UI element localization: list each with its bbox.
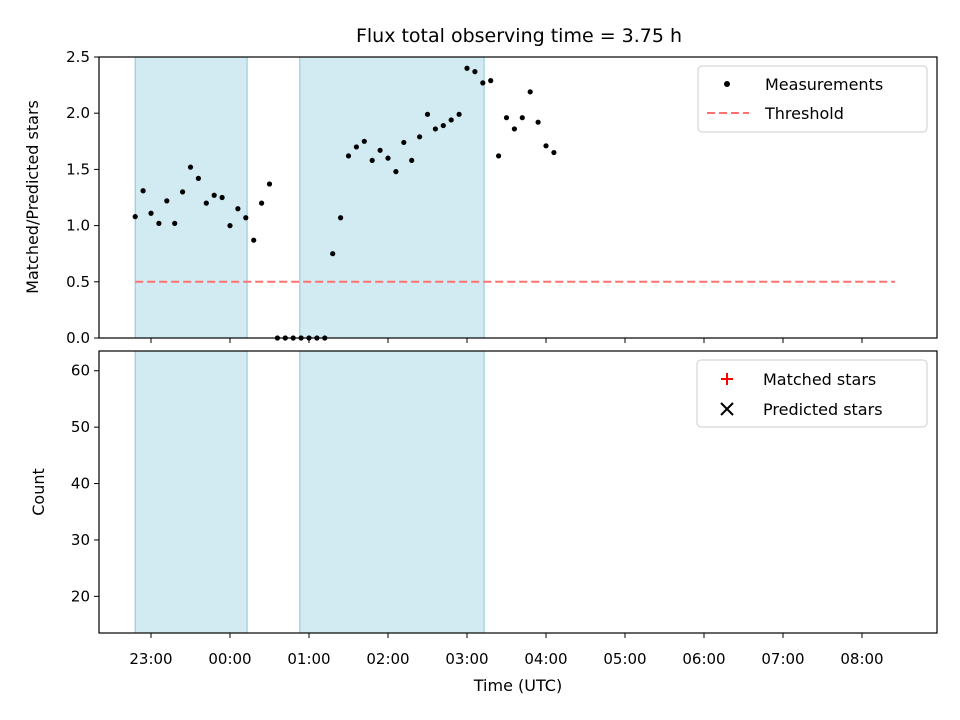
measurement-point [448, 117, 454, 123]
x-tick-label: 08:00 [840, 650, 883, 668]
top-points [132, 65, 557, 341]
measurement-point [251, 237, 257, 243]
measurement-point [172, 220, 178, 226]
measurement-point [496, 153, 502, 159]
measurement-point [472, 69, 478, 75]
bottom-shaded-regions [134, 350, 485, 634]
x-axis-label: Time (UTC) [473, 676, 562, 695]
x-tick-label: 23:00 [129, 650, 172, 668]
measurement-point [140, 188, 146, 194]
y-tick-label: 0.5 [66, 273, 90, 291]
y-tick-label: 2.0 [66, 104, 90, 122]
y-tick-label: 1.0 [66, 217, 90, 235]
measurement-point [401, 139, 407, 146]
measurement-point [551, 149, 557, 156]
measurement-point [424, 111, 431, 117]
measurement-point [227, 223, 233, 229]
measurement-point [417, 134, 423, 140]
legend-measurements-marker [724, 81, 730, 87]
shaded-interval-1 [134, 56, 248, 339]
measurement-point [164, 198, 170, 204]
legend-measurements-label: Measurements [765, 75, 883, 94]
y-tick-label: 2.5 [66, 48, 90, 66]
y-tick-label: 1.5 [66, 160, 90, 178]
measurement-point [440, 122, 446, 129]
measurement-point [180, 189, 186, 195]
legend-predicted-label: Predicted stars [763, 400, 883, 419]
legend-matched-marker [721, 373, 733, 385]
measurement-point [377, 147, 383, 153]
measurement-point [353, 144, 359, 150]
bottom-plot-frame [98, 350, 938, 634]
measurement-point [480, 80, 486, 86]
measurement-point [511, 126, 517, 132]
top-shaded-regions [134, 56, 485, 339]
measurement-point [330, 251, 336, 257]
x-tick-label: 00:00 [208, 650, 251, 668]
top-x-ticks [150, 338, 863, 343]
measurement-point [464, 65, 470, 71]
x-tick-label: 06:00 [682, 650, 725, 668]
measurement-point [369, 157, 375, 164]
measurement-point [243, 215, 249, 221]
top-legend: Measurements Threshold [697, 65, 928, 133]
measurement-point [211, 192, 217, 198]
x-tick-label: 04:00 [524, 650, 567, 668]
measurement-point [203, 200, 209, 206]
measurement-point [345, 153, 352, 159]
measurement-point [148, 210, 154, 216]
measurement-point [409, 157, 415, 164]
measurement-point [259, 200, 265, 206]
bottom-x-ticks: 23:00 00:00 01:00 02:00 03:00 04:00 05:00 06:00… [129, 633, 884, 668]
measurement-point [432, 126, 438, 132]
y-tick-label: 50 [71, 418, 90, 436]
x-tick-label: 03:00 [445, 650, 488, 668]
bottom-legend-box [696, 359, 928, 428]
bottom-legend: Matched stars Predicted stars [696, 359, 928, 428]
shaded-interval-2 [299, 56, 485, 339]
legend-threshold-label: Threshold [764, 104, 844, 123]
measurement-point [535, 119, 541, 125]
legend-predicted-marker [720, 402, 734, 416]
bottom-panel: 20 30 40 50 60 23:00 00:00 01:00 02:00 03:00 04:0… [29, 350, 938, 695]
x-tick-label: 01:00 [287, 650, 330, 668]
y-tick-label: 40 [71, 475, 90, 493]
bottom-y-ticks: 20 30 40 50 60 [71, 362, 99, 605]
shaded-interval-1 [134, 350, 248, 634]
x-tick-label: 02:00 [366, 650, 409, 668]
y-tick-label: 60 [71, 362, 90, 380]
measurement-point [195, 175, 201, 181]
y-tick-label: 30 [71, 531, 90, 549]
measurement-point [132, 214, 138, 220]
measurement-point [488, 78, 494, 84]
legend-matched-label: Matched stars [763, 370, 876, 389]
top-y-axis-label: Matched/Predicted stars [23, 100, 42, 294]
x-tick-label: 07:00 [761, 650, 804, 668]
y-tick-label: 20 [71, 587, 90, 605]
shaded-interval-2 [299, 350, 485, 634]
measurement-point [385, 155, 391, 161]
x-tick-label: 05:00 [603, 650, 646, 668]
measurement-point [456, 111, 462, 117]
measurement-point [219, 194, 225, 201]
top-legend-box [697, 65, 928, 133]
measurement-point [156, 220, 162, 226]
measurement-point [235, 206, 241, 212]
measurement-point [503, 115, 510, 121]
measurement-point [543, 143, 549, 149]
measurement-point [361, 138, 367, 144]
measurement-point [519, 115, 525, 121]
y-tick-label: 0.0 [66, 329, 90, 347]
top-y-ticks: 0.0 0.5 1.0 1.5 2.0 2.5 [66, 48, 99, 347]
measurement-point [527, 89, 533, 95]
bottom-y-axis-label: Count [29, 468, 48, 516]
top-plot-frame [98, 56, 938, 339]
measurement-point [338, 215, 344, 221]
top-panel: 0.0 0.5 1.0 1.5 2.0 2.5 Matched/Predicted sta… [23, 48, 938, 347]
chart-title: Flux total observing time = 3.75 h [356, 25, 682, 47]
measurement-point [393, 169, 399, 175]
measurement-point [266, 181, 273, 187]
measurement-point [187, 164, 194, 170]
